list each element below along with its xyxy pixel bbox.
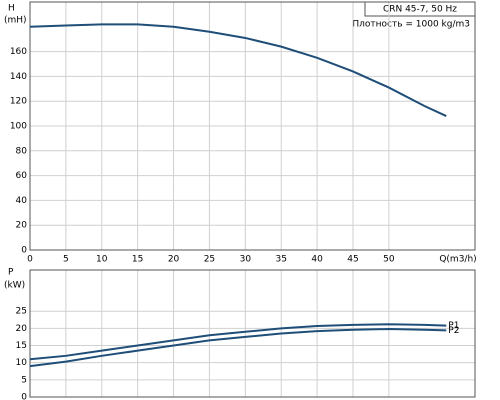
- y-axis-unit: (mH): [4, 16, 27, 26]
- y-axis-label: H: [8, 4, 15, 14]
- y-tick-label: 140: [10, 72, 27, 82]
- y-tick-label: 25: [16, 307, 27, 317]
- y-tick-label: 40: [16, 196, 28, 206]
- plot-frame: [29, 1, 476, 251]
- x-tick-label: 15: [132, 255, 143, 265]
- series-label: P2: [448, 326, 459, 336]
- y-tick-label: 160: [10, 47, 27, 57]
- x-tick-label: 0: [27, 255, 33, 265]
- chart-title: CRN 45-7, 50 Hz: [383, 5, 457, 15]
- curve: [29, 23, 447, 117]
- x-tick-label: 10: [96, 255, 108, 265]
- y-tick-label: 60: [16, 171, 28, 181]
- x-tick-label: 35: [275, 255, 286, 265]
- y-tick-label: 0: [21, 393, 27, 400]
- y-tick-label: 15: [16, 341, 27, 351]
- y-tick-label: 0: [21, 246, 27, 256]
- x-tick-label: 20: [168, 255, 180, 265]
- x-tick-label: 30: [240, 255, 252, 265]
- x-tick-label: 40: [311, 255, 323, 265]
- y-tick-label: 100: [10, 122, 27, 132]
- y-tick-label: 20: [16, 324, 28, 334]
- curve: [29, 323, 447, 361]
- y-axis-unit: (kW): [4, 281, 25, 291]
- x-tick-label: 5: [63, 255, 69, 265]
- x-tick-label: 50: [383, 255, 395, 265]
- y-tick-label: 20: [16, 221, 28, 231]
- curve: [29, 328, 447, 368]
- x-axis-label: Q(m3/h): [439, 255, 476, 265]
- y-tick-label: 5: [21, 375, 27, 385]
- x-tick-label: 45: [347, 255, 358, 265]
- plot-frame: [29, 269, 476, 398]
- y-tick-label: 10: [16, 358, 28, 368]
- y-tick-label: 80: [16, 146, 28, 156]
- x-tick-label: 25: [204, 255, 215, 265]
- y-tick-label: 120: [10, 97, 27, 107]
- annotation: Плотность = 1000 kg/m3: [352, 20, 470, 30]
- y-axis-label: P: [8, 268, 14, 278]
- series-label: P1: [448, 321, 459, 331]
